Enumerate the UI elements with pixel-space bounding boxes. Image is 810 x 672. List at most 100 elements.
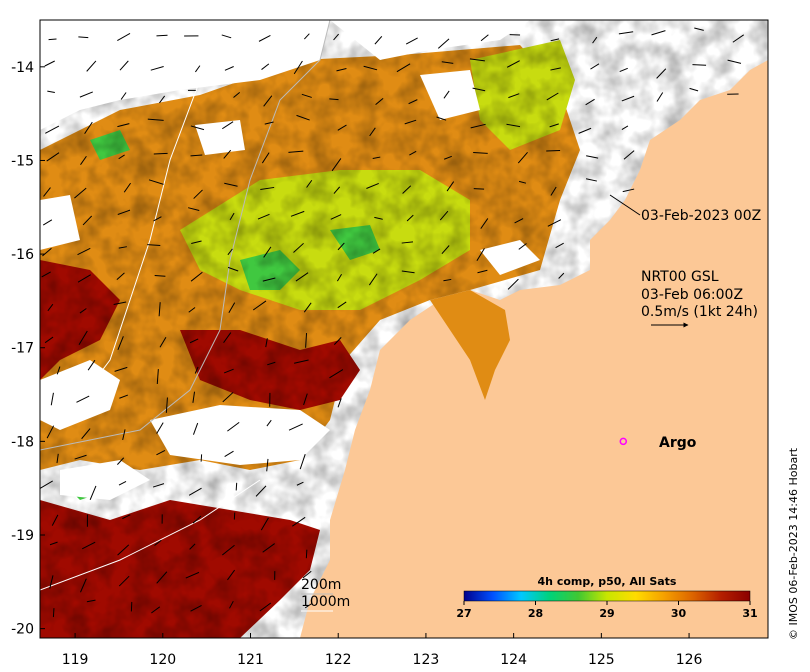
current-vector (369, 127, 376, 137)
current-vector (117, 336, 124, 350)
current-vector (470, 123, 486, 129)
current-vector (194, 65, 201, 73)
current-vector (156, 450, 166, 456)
current-vector (441, 61, 454, 64)
current-vector (262, 543, 275, 553)
current-vector (221, 34, 232, 39)
current-vector (623, 150, 635, 160)
colorbar-ticks: 27 28 29 30 31 (456, 601, 758, 620)
current-vector (78, 330, 88, 345)
current-vector (263, 246, 272, 258)
current-vector (222, 392, 234, 403)
current-vector (188, 207, 200, 211)
current-vector (118, 481, 127, 486)
y-axis: -14 -15 -16 -17 -18 -19 -20 (11, 60, 45, 638)
current-vector (79, 91, 93, 98)
current-vector (396, 63, 411, 73)
current-vector (191, 240, 202, 244)
current-vector (117, 123, 130, 128)
current-vector (194, 366, 199, 374)
current-vector (153, 152, 168, 155)
current-vector (46, 425, 55, 439)
current-vector (374, 216, 383, 220)
current-vector (401, 270, 415, 274)
current-vector (337, 301, 347, 309)
current-vector (148, 179, 164, 185)
current-vector (443, 278, 452, 282)
current-vector (253, 300, 267, 311)
current-vector (227, 266, 239, 272)
current-vector (45, 125, 60, 134)
x-tick-label: 125 (588, 652, 615, 668)
current-vector (117, 32, 131, 42)
current-vector (329, 98, 339, 101)
current-vector (229, 600, 234, 609)
current-vector (224, 66, 234, 71)
x-tick-label: 126 (676, 652, 703, 668)
current-vector (156, 34, 168, 37)
isobath-1000m-label: 1000m (301, 594, 350, 610)
current-vector (469, 58, 485, 62)
current-vector (260, 517, 269, 531)
current-vector (255, 485, 267, 497)
current-vector (52, 608, 55, 618)
current-vector (550, 186, 557, 196)
colorbar (463, 590, 751, 602)
isobath-1000m (40, 20, 231, 421)
current-vector (223, 332, 232, 343)
current-vector (405, 37, 418, 45)
current-vector (56, 366, 61, 375)
current-vector (51, 514, 59, 526)
land-mass (300, 20, 768, 638)
current-vector (694, 27, 704, 31)
current-vector (192, 515, 202, 524)
current-vector (368, 273, 378, 286)
current-vector (508, 93, 520, 99)
current-vector (42, 219, 53, 226)
current-vector (586, 155, 599, 159)
current-vector (590, 63, 600, 70)
current-vector (227, 421, 240, 432)
current-vector (337, 398, 342, 408)
colorbar-title: 4h comp, p50, All Sats (538, 575, 677, 588)
current-vector (375, 98, 384, 105)
current-vector (188, 487, 202, 496)
current-vector (293, 60, 303, 75)
current-vector (117, 544, 130, 556)
current-vector (618, 31, 634, 35)
current-vector (621, 95, 635, 102)
current-vector (44, 60, 55, 67)
current-vector (80, 155, 87, 165)
current-vector (296, 114, 310, 121)
current-vector (113, 301, 127, 306)
current-vector (120, 92, 127, 100)
track-pointer (609, 194, 641, 216)
current-vector (295, 272, 309, 282)
current-vector (158, 302, 161, 317)
current-vector (41, 271, 51, 278)
current-vector (190, 604, 202, 612)
current-vector (222, 121, 234, 130)
current-vector (302, 570, 312, 579)
current-vector (546, 92, 559, 101)
current-vector (333, 186, 341, 194)
current-vector (46, 152, 60, 162)
current-vector (153, 216, 162, 222)
current-vector (193, 189, 203, 199)
current-vector (86, 599, 96, 603)
argo-float-marker (619, 437, 628, 446)
current-vector (408, 99, 418, 105)
current-vector (258, 34, 271, 42)
current-vector (549, 123, 559, 128)
current-vector (363, 65, 378, 71)
current-vector (578, 127, 592, 134)
gulf-inlet (430, 290, 510, 400)
current-vector (265, 338, 268, 348)
current-vector (263, 95, 273, 107)
current-vector (336, 67, 347, 72)
current-vector (122, 514, 131, 520)
valid-time-label: 03-Feb 06:00Z (641, 287, 743, 303)
current-vector (303, 33, 310, 40)
track-date-label: 03-Feb-2023 00Z (641, 208, 761, 224)
current-vector (296, 481, 304, 486)
